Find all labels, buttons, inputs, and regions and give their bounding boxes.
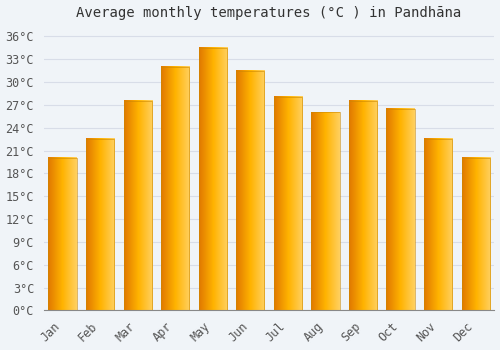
Bar [86,139,114,310]
Bar [386,108,414,310]
Title: Average monthly temperatures (°C ) in Pandhāna: Average monthly temperatures (°C ) in Pa… [76,6,462,20]
Bar [349,101,377,310]
Bar [48,158,76,310]
Bar [198,48,227,310]
Bar [424,139,452,310]
Bar [161,67,190,310]
Bar [236,71,264,310]
Bar [312,112,340,310]
Bar [274,97,302,310]
Bar [462,158,490,310]
Bar [124,101,152,310]
